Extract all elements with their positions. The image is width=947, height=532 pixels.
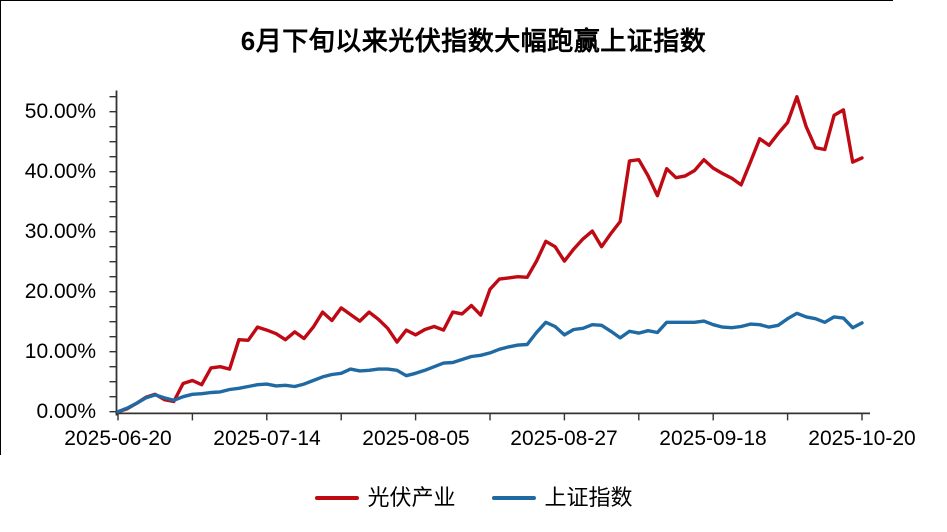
series-line-pv bbox=[116, 94, 864, 414]
y-axis-tick-label: 0.00% bbox=[36, 400, 96, 423]
legend-label-sse: 上证指数 bbox=[544, 485, 633, 510]
x-axis-tick-label: 2025-07-14 bbox=[213, 427, 321, 450]
legend-swatch-sse bbox=[491, 496, 536, 500]
legend-item-pv: 光伏产业 bbox=[314, 485, 456, 511]
legend-label-pv: 光伏产业 bbox=[367, 485, 456, 510]
legend-swatch-pv bbox=[314, 496, 359, 500]
legend: 光伏产业 上证指数 bbox=[314, 485, 633, 511]
x-axis-tick-label: 2025-06-20 bbox=[64, 427, 172, 450]
chart-title: 6月下旬以来光伏指数大幅跑赢上证指数 bbox=[240, 26, 707, 56]
y-axis-tick-label: 30.00% bbox=[24, 220, 96, 243]
x-axis-tick-label: 2025-08-05 bbox=[362, 427, 470, 450]
y-axis-tick-label: 50.00% bbox=[24, 100, 96, 123]
window-edge-top bbox=[0, 0, 893, 1]
x-axis-tick-label: 2025-08-27 bbox=[510, 427, 618, 450]
y-axis-tick-label: 40.00% bbox=[24, 160, 96, 183]
window-edge-left bbox=[0, 0, 1, 455]
x-axis-tick-label: 2025-10-20 bbox=[808, 427, 916, 450]
legend-item-sse: 上证指数 bbox=[491, 485, 633, 511]
x-axis-tick-label: 2025-09-18 bbox=[659, 427, 767, 450]
series-line-sse bbox=[116, 311, 864, 414]
y-axis-tick-label: 20.00% bbox=[24, 280, 96, 303]
y-axis-tick-label: 10.00% bbox=[24, 340, 96, 363]
